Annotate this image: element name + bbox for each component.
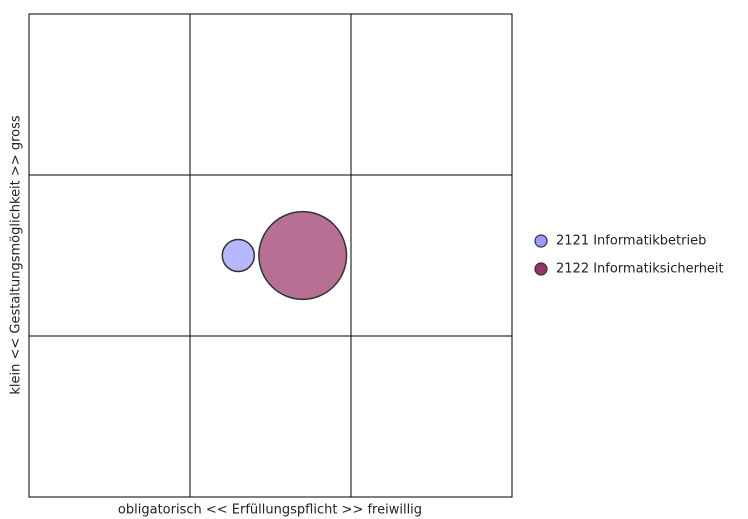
legend-marker: [534, 262, 548, 276]
plot-frame: [28, 13, 513, 498]
legend-marker: [534, 234, 548, 248]
legend-label: 2122 Informatiksicherheit: [556, 262, 724, 277]
y-axis-label: klein << Gestaltungsmöglichkeit >> gross: [9, 115, 24, 394]
bubble: [258, 210, 348, 301]
legend-label: 2121 Informatikbetrieb: [556, 234, 706, 249]
x-axis-label: obligatorisch << Erfüllungspflicht >> fr…: [118, 503, 422, 518]
bubble: [221, 238, 256, 273]
